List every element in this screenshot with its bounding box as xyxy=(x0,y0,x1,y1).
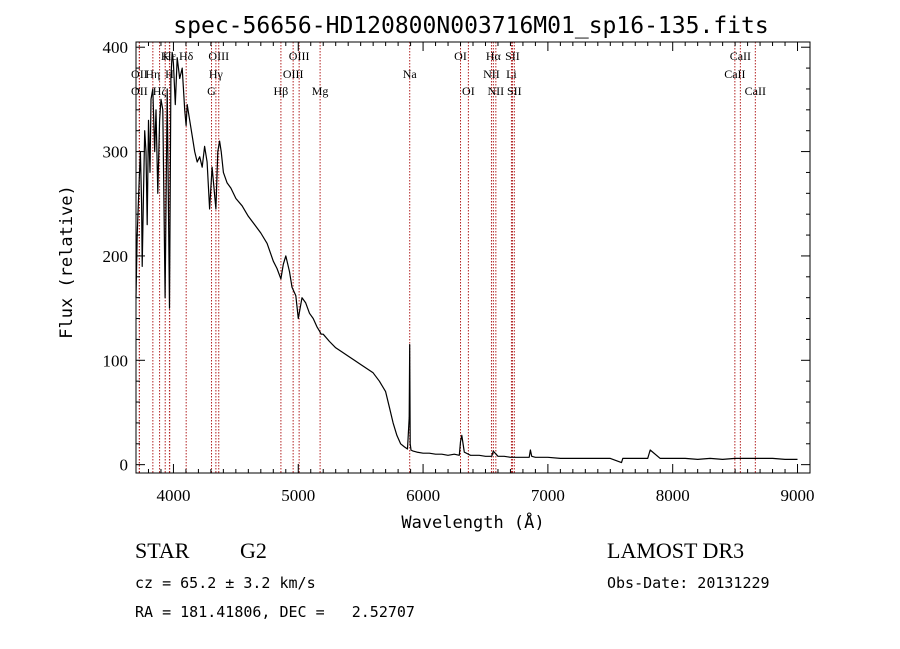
x-tick-label: 9000 xyxy=(781,486,815,505)
x-tick-label: 8000 xyxy=(656,486,690,505)
line-marker-label: Hβ xyxy=(274,84,289,98)
coordinates: RA = 181.41806, DEC = 2.52707 xyxy=(135,603,415,621)
line-marker-label: OIII xyxy=(289,49,310,63)
line-marker-label: CaII xyxy=(745,84,766,98)
line-marker-label: NII xyxy=(488,84,505,98)
line-marker-label: OI xyxy=(454,49,467,63)
y-tick-label: 100 xyxy=(103,351,129,370)
x-tick-label: 5000 xyxy=(281,486,315,505)
line-markers xyxy=(138,42,756,473)
object-class: STAR xyxy=(135,538,190,563)
line-marker-label: Na xyxy=(403,67,418,81)
redshift-velocity: cz = 65.2 ± 3.2 km/s xyxy=(135,574,316,592)
line-marker-label: Mg xyxy=(312,84,329,98)
line-marker-label: OII xyxy=(131,84,148,98)
line-marker-label: SII xyxy=(505,49,520,63)
x-tick-label: 4000 xyxy=(156,486,190,505)
line-marker-label: G xyxy=(207,84,216,98)
line-marker-label: Hα xyxy=(486,49,502,63)
line-marker-label: Hη xyxy=(145,67,160,81)
object-subclass: G2 xyxy=(240,538,267,563)
line-marker-label: Hζ xyxy=(153,84,167,98)
line-marker-label: Hγ xyxy=(209,67,224,81)
spectrum-line xyxy=(135,51,798,464)
line-marker-label: OII xyxy=(131,67,148,81)
line-marker-label: NII xyxy=(483,67,500,81)
y-axis-label: Flux (relative) xyxy=(57,185,77,339)
line-marker-label: K xyxy=(161,49,170,63)
x-axis-label: Wavelength (Å) xyxy=(401,511,544,533)
line-marker-label: CaII xyxy=(724,67,745,81)
line-marker-label: OIII xyxy=(283,67,304,81)
line-marker-label: Hδ xyxy=(179,49,194,63)
line-marker-label: SII xyxy=(507,84,522,98)
line-marker-label: CaII xyxy=(730,49,751,63)
y-axis-ticks: 0 100 200 300 400 xyxy=(103,38,810,475)
x-axis-ticks: 4000 5000 6000 7000 8000 9000 xyxy=(135,42,815,505)
y-tick-label: 300 xyxy=(103,143,129,162)
line-marker-label: Li xyxy=(506,67,517,81)
plot-frame xyxy=(135,41,811,474)
x-tick-label: 7000 xyxy=(531,486,565,505)
y-tick-label: 400 xyxy=(103,38,129,57)
line-marker-label: OI xyxy=(462,84,475,98)
line-marker-label: OIII xyxy=(208,49,229,63)
survey-name: LAMOST DR3 xyxy=(607,538,745,563)
y-tick-label: 0 xyxy=(120,456,129,475)
observation-date: Obs-Date: 20131229 xyxy=(607,574,770,592)
line-marker-label: H xyxy=(165,67,174,81)
x-tick-label: 6000 xyxy=(406,486,440,505)
y-tick-label: 200 xyxy=(103,247,129,266)
chart-title: spec-56656-HD120800N003716M01_sp16-135.f… xyxy=(173,13,768,39)
